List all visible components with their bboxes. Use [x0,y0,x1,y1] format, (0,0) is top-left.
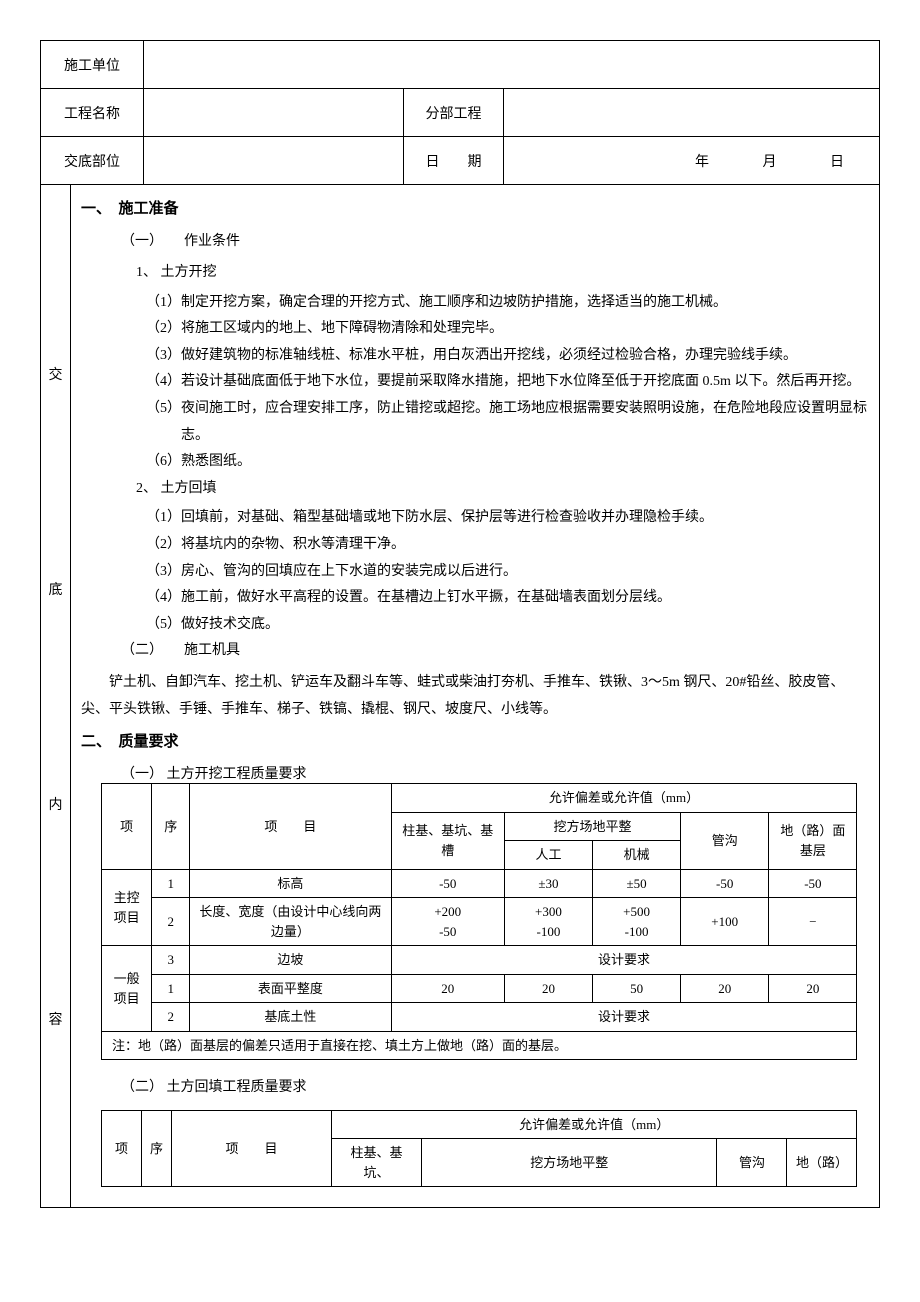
content-cell: 一、 施工准备 （一） 作业条件 1、 土方开挖 （1）制定开挖方案，确定合理的… [71,185,880,1208]
t1a-r4i: 表面平整度 [190,974,391,1003]
t1a-ho: 序 [152,784,190,870]
value-date: 年 月 日 [503,137,879,185]
day-label: 日 [830,155,844,170]
t1a-r2c2a: +300 -100 [504,898,592,946]
s2-item-3: （3）房心、管沟的回填应在上下水道的安装完成以后进行。 [146,559,869,586]
side-char-1: 交 [49,364,63,384]
main-form-table: 施工单位 工程名称 分部工程 交底部位 日 期 年 月 日 交 底 内 容 [40,40,880,1208]
t1a-r2c3: +100 [681,898,769,946]
t2-hi: 项 目 [172,1110,332,1187]
section2-sub2: （二） 土方回填工程质量要求 [121,1075,869,1102]
value-project-name [143,89,403,137]
t1a-c2b: 机械 [593,841,681,870]
t2-ha: 允许偏差或允许值（mm） [332,1110,857,1139]
t1a-hi: 项 目 [190,784,391,870]
label-subsection: 分部工程 [403,89,503,137]
s1-item-1: （1）制定开挖方案，确定合理的开挖方式、施工顺序和边坡防护措施，选择适当的施工机… [146,290,869,317]
t1a-r4c2b: 50 [593,974,681,1003]
t1a-r2n: 2 [152,898,190,946]
t1a-r4n: 1 [152,974,190,1003]
t2-c3: 管沟 [717,1139,787,1187]
t2-c1: 柱基、基坑、 [332,1139,422,1187]
side-label-cell: 交 底 内 容 [41,185,71,1208]
t1a-r1c2a: ±30 [504,869,592,898]
t1a-r5span: 设计要求 [391,1003,857,1032]
t1a-r5i: 基底土性 [190,1003,391,1032]
s1-item-4: （4）若设计基础底面低于地下水位，要提前采取降水措施，把地下水位降至低于开挖底面… [146,369,869,396]
section1-title: 一、 施工准备 [81,195,869,224]
t1a-r3n: 3 [152,946,190,975]
year-label: 年 [695,155,709,170]
t1a-c4: 地（路）面基层 [769,812,857,869]
t1a-g1: 主控项目 [102,869,152,946]
side-char-2: 底 [49,579,63,599]
label-project-name: 工程名称 [41,89,144,137]
value-disclosure-part [143,137,403,185]
t1a-g2: 一般项目 [102,946,152,1032]
t1a-r3i: 边坡 [190,946,391,975]
t1a-hp: 项 [102,784,152,870]
s2-item-5: （5）做好技术交底。 [146,612,869,639]
t1a-r2c1: +200 -50 [391,898,504,946]
t2-hp: 项 [102,1110,142,1187]
s2-item-4: （4）施工前，做好水平高程的设置。在基槽边上钉水平撅，在基础墙表面划分层线。 [146,585,869,612]
t1a-c2: 挖方场地平整 [504,812,680,841]
s1-item-2: （2）将施工区域内的地上、地下障碍物清除和处理完毕。 [146,316,869,343]
t2-c2: 挖方场地平整 [422,1139,717,1187]
s1-item-6: （6）熟悉图纸。 [146,449,869,476]
t1a-note: 注：地（路）面基层的偏差只适用于直接在挖、填土方上做地（路）面的基层。 [102,1031,857,1060]
t1a-r1n: 1 [152,869,190,898]
side-char-3: 内 [49,794,63,814]
t1a-r2c2b: +500 -100 [593,898,681,946]
month-label: 月 [763,155,777,170]
t1a-r1c3: -50 [681,869,769,898]
section1-sub1: （一） 作业条件 [121,229,869,256]
t1a-c1: 柱基、基坑、基槽 [391,812,504,869]
s2-item-2: （2）将基坑内的杂物、积水等清理干净。 [146,532,869,559]
t1a-r2i: 长度、宽度（由设计中心线向两边量） [190,898,391,946]
section1-sub2: （二） 施工机具 [121,638,869,665]
section2-title: 二、 质量要求 [81,728,869,757]
t1a-c3: 管沟 [681,812,769,869]
label-date: 日 期 [403,137,503,185]
t1a-r1c1: -50 [391,869,504,898]
s2-item-1: （1）回填前，对基础、箱型基础墙或地下防水层、保护层等进行检查验收并办理隐检手续… [146,505,869,532]
t1a-r1i: 标高 [190,869,391,898]
t2-c4: 地（路） [787,1139,857,1187]
s1-item-3: （3）做好建筑物的标准轴线桩、标准水平桩，用白灰洒出开挖线，必须经过检验合格，办… [146,343,869,370]
t1a-c2a: 人工 [504,841,592,870]
t1a-r3span: 设计要求 [391,946,857,975]
quality-table-1-actual: 项 序 项 目 允许偏差或允许值（mm） 柱基、基坑、基槽 挖方场地平整 管沟 … [101,783,857,1060]
label-construction-unit: 施工单位 [41,41,144,89]
t2-ho: 序 [142,1110,172,1187]
t1a-r1c4: -50 [769,869,857,898]
side-char-4: 容 [49,1009,63,1029]
t1a-r4c2a: 20 [504,974,592,1003]
t1a-r4c1: 20 [391,974,504,1003]
label-disclosure-part: 交底部位 [41,137,144,185]
t1a-r5n: 2 [152,1003,190,1032]
quality-table-2: 项 序 项 目 允许偏差或允许值（mm） 柱基、基坑、 挖方场地平整 管沟 地（… [101,1110,857,1188]
t1a-r1c2b: ±50 [593,869,681,898]
tools-text: 铲土机、自卸汽车、挖土机、铲运车及翻斗车等、蛙式或柴油打夯机、手推车、铁锹、3～… [81,670,869,723]
t1a-r2c4: − [769,898,857,946]
t1a-r4c3: 20 [681,974,769,1003]
value-construction-unit [143,41,879,89]
value-subsection [503,89,879,137]
s2-title: 2、 土方回填 [136,476,869,503]
t1a-r4c4: 20 [769,974,857,1003]
t1a-ha: 允许偏差或允许值（mm） [391,784,857,813]
s1-title: 1、 土方开挖 [136,260,869,287]
s1-item-5: （5）夜间施工时，应合理安排工序，防止错挖或超挖。施工场地应根据需要安装照明设施… [146,396,869,449]
